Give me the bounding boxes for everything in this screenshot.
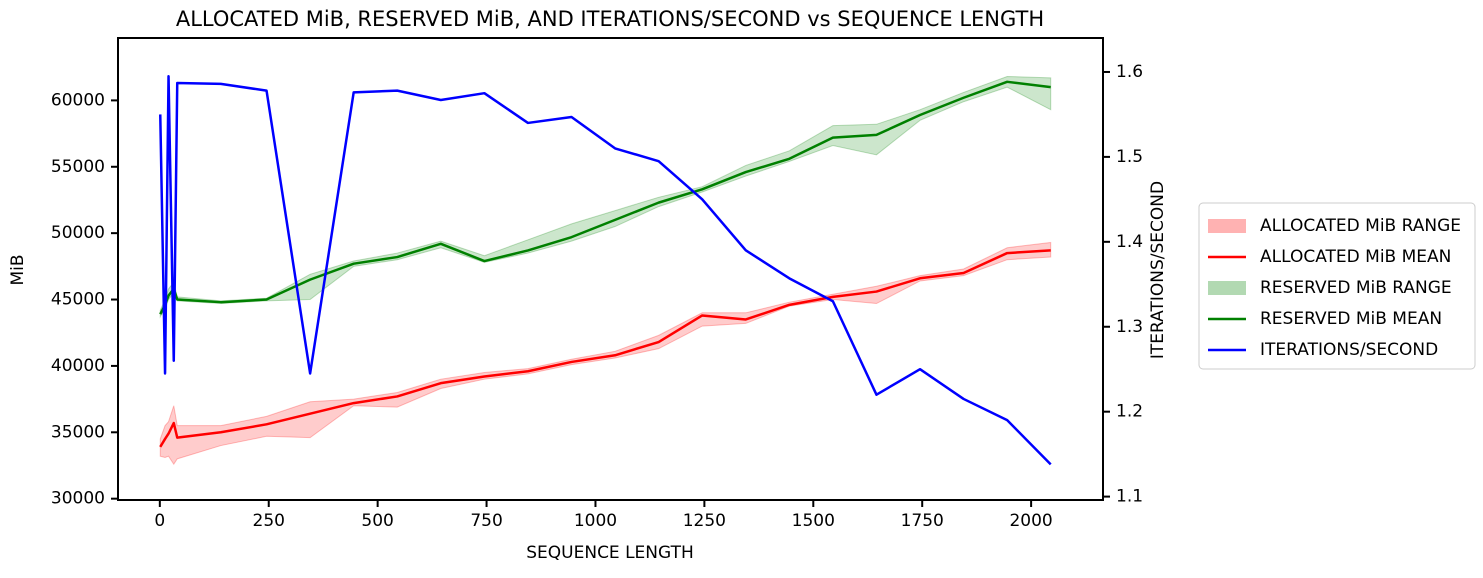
legend-label: ITERATIONS/SECOND	[1260, 340, 1438, 360]
legend-label: RESERVED MiB MEAN	[1260, 309, 1442, 329]
y2-tick-label: 1.1	[1116, 487, 1143, 507]
chart-title: ALLOCATED MiB, RESERVED MiB, AND ITERATI…	[176, 7, 1044, 31]
x-tick-label: 1000	[574, 511, 617, 531]
y-tick-label: 50000	[51, 223, 105, 243]
legend-label: RESERVED MiB RANGE	[1260, 278, 1452, 298]
y2-tick-label: 1.2	[1116, 402, 1143, 422]
legend-label: ALLOCATED MiB MEAN	[1260, 247, 1451, 267]
y2-tick-label: 1.5	[1116, 147, 1143, 167]
x-axis-label: SEQUENCE LENGTH	[526, 543, 694, 563]
legend-label: ALLOCATED MiB RANGE	[1260, 216, 1461, 236]
y-tick-label: 45000	[51, 290, 105, 310]
y2-tick-label: 1.3	[1116, 317, 1143, 337]
x-tick-label: 250	[253, 511, 285, 531]
x-tick-label: 750	[470, 511, 502, 531]
legend-box	[1198, 202, 1476, 370]
series-line	[159, 80, 1051, 315]
y-tick-label: 40000	[51, 356, 105, 376]
y-tick-label: 60000	[51, 90, 105, 110]
y-tick-label: 35000	[51, 422, 105, 442]
y-tick-label: 30000	[51, 489, 105, 509]
range-band	[159, 75, 1052, 319]
x-tick-label: 500	[361, 511, 393, 531]
y2-axis-label: ITERATIONS/SECOND	[1148, 181, 1168, 359]
legend-swatch	[1208, 281, 1246, 295]
x-tick-label: 0	[154, 511, 165, 531]
legend-swatch	[1208, 219, 1246, 233]
x-tick-label: 2000	[1009, 511, 1052, 531]
y2-tick-label: 1.6	[1116, 62, 1143, 82]
plot-frame	[117, 37, 1104, 501]
y-tick-label: 55000	[51, 157, 105, 177]
x-tick-label: 1250	[683, 511, 726, 531]
x-tick-label: 1500	[792, 511, 835, 531]
series-line	[159, 249, 1051, 448]
y-axis-label: MiB	[8, 254, 28, 285]
series-line	[159, 74, 1052, 466]
x-tick-label: 1750	[901, 511, 944, 531]
y2-tick-label: 1.4	[1116, 232, 1143, 252]
